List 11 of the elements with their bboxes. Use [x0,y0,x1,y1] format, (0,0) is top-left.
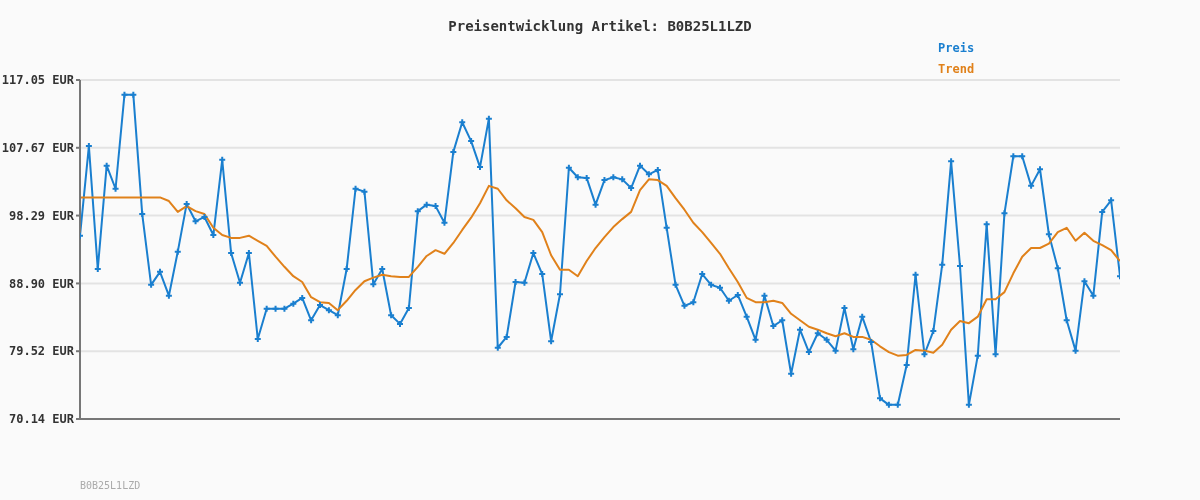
text: Preis [938,40,975,57]
y-tick-label: 79.52 EUR [8,344,75,359]
y-tick-label: 88.90 EUR [8,276,75,291]
y-tick-label: 70.14 EUR [8,412,75,427]
text: B0B25L1LZD [80,480,141,491]
y-tick-label: 107.67 EUR [1,141,75,156]
y-tick-label: 98.29 EUR [8,208,75,223]
y-tick-label: 117.05 EUR [1,73,75,88]
line-series [80,178,1120,357]
text: Trend [938,61,975,78]
chart-title: Preisentwicklung Artikel: B0B25L1LZD [447,18,753,34]
